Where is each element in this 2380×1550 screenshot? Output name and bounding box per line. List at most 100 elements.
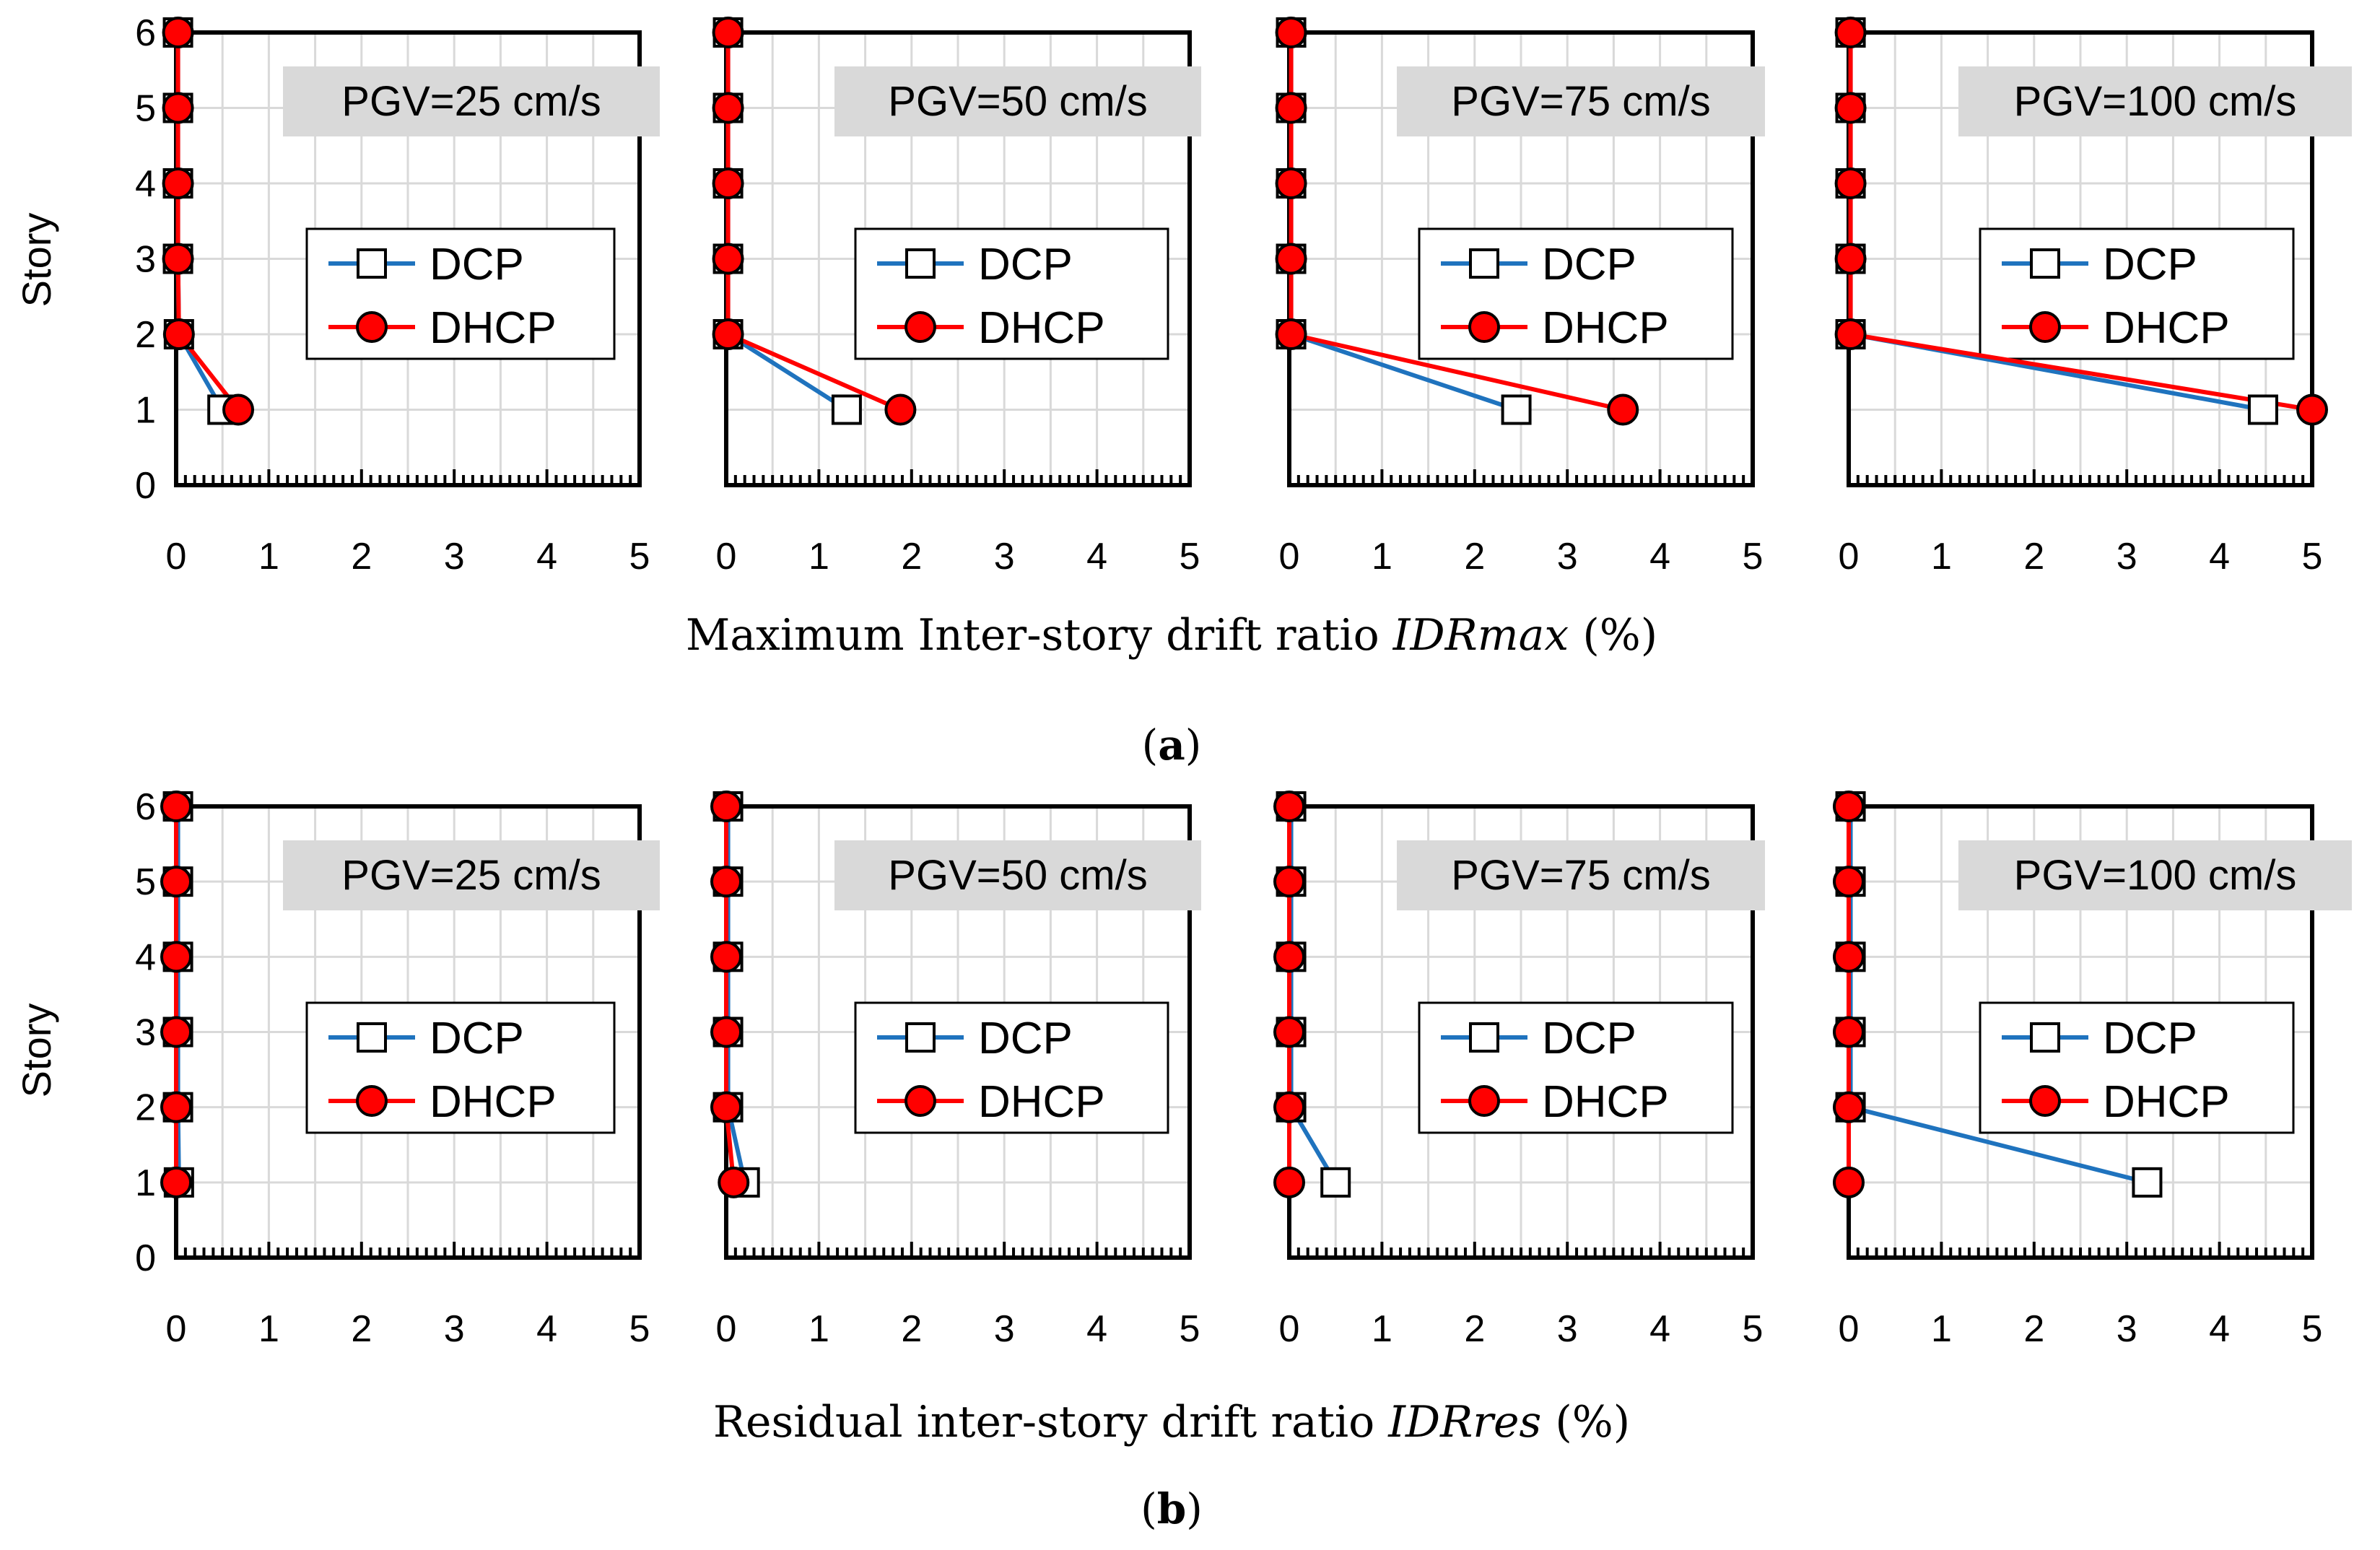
x-tick-label: 2 <box>2023 1308 2044 1350</box>
x-tick-label: 3 <box>444 536 465 578</box>
data-point-dhcp <box>162 167 194 199</box>
y-tick-label: 1 <box>135 1162 156 1204</box>
y-tick-label: 3 <box>135 1012 156 1054</box>
legend-marker-dcp <box>905 1022 936 1053</box>
x-tick-label: 1 <box>1931 1308 1952 1350</box>
legend-label-dcp: DCP <box>430 1014 524 1063</box>
legend-label-dhcp: DHCP <box>1542 303 1669 353</box>
legend-label-dhcp: DHCP <box>2103 303 2230 353</box>
chart-a-4: 0 1 2 3 4 5 PGV=100 cm/s DCP DHCP <box>1834 17 2352 578</box>
data-point-dhcp <box>1273 1091 1305 1123</box>
charts-layer: 0 1 2 3 4 5 0 1 2 3 4 5 6 PGV=25 cm/s DCP DHCP 0 1 2 3 4 5 PGV… <box>135 12 2352 1350</box>
data-point-dhcp <box>1833 1091 1865 1123</box>
x-axis-label-b-suffix: (%) <box>1541 1397 1630 1447</box>
legend-marker-dcp <box>357 1022 387 1053</box>
legend-marker-dhcp <box>2029 311 2061 343</box>
data-point-dhcp <box>222 393 255 426</box>
legend-marker-dcp <box>2030 1022 2060 1053</box>
chart-b-3: 0 1 2 3 4 5 PGV=75 cm/s DCP DHCP <box>1273 791 1765 1350</box>
x-tick-label: 5 <box>629 1308 650 1350</box>
x-tick-label: 0 <box>1279 1308 1300 1350</box>
y-axis-label-a: Story <box>14 213 59 308</box>
panel-caption-a-open: ( <box>1142 720 1159 770</box>
x-tick-label: 2 <box>901 1308 922 1350</box>
x-tick-label: 4 <box>1086 1308 1107 1350</box>
x-tick-label: 4 <box>1649 536 1670 578</box>
x-tick-label: 4 <box>2209 536 2230 578</box>
chart-b-4: 0 1 2 3 4 5 PGV=100 cm/s DCP DHCP <box>1833 791 2352 1350</box>
chart-title: PGV=25 cm/s <box>341 852 601 899</box>
legend-label-dcp: DCP <box>1542 1014 1636 1063</box>
data-point-dhcp <box>1833 1016 1865 1048</box>
y-tick-label: 0 <box>135 1237 156 1279</box>
series-line-dhcp <box>175 32 240 412</box>
x-tick-label: 0 <box>1839 536 1860 578</box>
chart-title: PGV=50 cm/s <box>888 78 1147 125</box>
x-tick-label: 4 <box>1086 536 1107 578</box>
panel-caption-a-letter: a <box>1158 720 1185 770</box>
title-box <box>283 840 660 910</box>
x-tick-label: 0 <box>166 1308 187 1350</box>
legend-label-dhcp: DHCP <box>2103 1077 2230 1127</box>
data-point-dhcp <box>710 941 742 973</box>
data-point-dhcp <box>1275 17 1307 48</box>
data-point-dhcp <box>712 167 744 199</box>
x-tick-label: 2 <box>351 536 372 578</box>
x-tick-label: 4 <box>536 1308 557 1350</box>
x-tick-label: 3 <box>2117 1308 2137 1350</box>
data-point-dcp <box>2132 1167 2163 1198</box>
y-tick-label: 3 <box>135 239 156 281</box>
data-point-dhcp <box>1833 866 1865 898</box>
title-box <box>834 66 1201 136</box>
data-point-dhcp <box>1834 243 1867 275</box>
data-point-dhcp <box>1834 92 1867 124</box>
legend-label-dhcp: DHCP <box>978 1077 1105 1127</box>
chart-title: PGV=75 cm/s <box>1451 852 1710 899</box>
data-point-dcp <box>2247 394 2278 425</box>
legend-label-dhcp: DHCP <box>1542 1077 1669 1127</box>
data-point-dhcp <box>1834 318 1867 350</box>
x-axis-label-b-variable: IDRres <box>1387 1397 1541 1447</box>
series-line-dcp <box>1289 806 1338 1184</box>
legend-marker-dcp <box>2030 248 2060 279</box>
legend-label-dcp: DCP <box>2103 240 2197 289</box>
data-point-dhcp <box>712 17 744 48</box>
x-tick-label: 3 <box>994 536 1015 578</box>
title-box <box>1958 66 2352 136</box>
legend-marker-dhcp <box>1468 1085 1500 1117</box>
y-tick-label: 4 <box>135 163 156 205</box>
x-tick-label: 0 <box>166 536 187 578</box>
data-point-dhcp <box>1834 167 1867 199</box>
data-point-dhcp <box>712 243 744 275</box>
data-point-dhcp <box>162 17 194 48</box>
x-axis-label-a-variable: IDRmax <box>1392 610 1569 661</box>
x-tick-label: 2 <box>2023 536 2044 578</box>
x-tick-label: 3 <box>994 1308 1015 1350</box>
data-point-dhcp <box>160 1091 192 1123</box>
x-tick-label: 3 <box>444 1308 465 1350</box>
data-point-dcp <box>1320 1167 1351 1198</box>
legend-label-dhcp: DHCP <box>978 303 1105 353</box>
x-tick-label: 1 <box>1372 1308 1392 1350</box>
legend-label-dhcp: DHCP <box>430 1077 557 1127</box>
data-point-dcp <box>1501 394 1532 425</box>
legend-marker-dhcp <box>356 1085 388 1117</box>
chart-a-2: 0 1 2 3 4 5 PGV=50 cm/s DCP DHCP <box>712 17 1201 578</box>
data-point-dhcp <box>1834 17 1867 48</box>
x-tick-label: 5 <box>1180 1308 1200 1350</box>
panel-caption-b-open: ( <box>1141 1484 1157 1533</box>
data-point-dhcp <box>1275 92 1307 124</box>
legend-marker-dcp <box>357 248 387 279</box>
panel-caption-a: (a) <box>1142 720 1202 770</box>
x-tick-label: 0 <box>1839 1308 1860 1350</box>
data-point-dhcp <box>160 866 192 898</box>
legend-label-dhcp: DHCP <box>430 303 557 353</box>
title-box <box>1958 840 2352 910</box>
x-tick-label: 5 <box>1180 536 1200 578</box>
data-point-dhcp <box>1273 941 1305 973</box>
x-axis-label-b-prefix: Residual inter-story drift ratio <box>713 1397 1388 1447</box>
chart-title: PGV=25 cm/s <box>341 78 601 125</box>
x-tick-label: 5 <box>2302 536 2323 578</box>
data-point-dhcp <box>1833 1166 1865 1198</box>
